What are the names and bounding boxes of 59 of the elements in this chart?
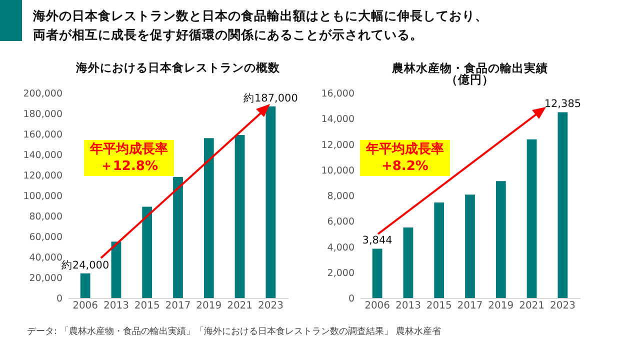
text: 海外の日本食レストラン数と日本の食品輸出額はともに大幅に伸長しており、両者が相互に成長を促す好循環の関係にあることが示されている。 [33, 7, 488, 44]
y-tick-label: 10,000 [321, 165, 354, 176]
annotation: 約24,000 [61, 259, 110, 272]
bar [111, 242, 122, 298]
x-tick-label: 2015 [134, 300, 160, 312]
y-tick-label: 80,000 [29, 212, 62, 222]
y-tick-label: 20,000 [29, 273, 62, 284]
y-tick-label: 140,000 [23, 150, 62, 161]
chart-title: 農林水産物・食品の輸出実績 [391, 61, 548, 75]
y-tick-label: 12,000 [321, 140, 354, 151]
bar [266, 106, 276, 298]
y-tick-label: 16,000 [321, 88, 354, 100]
bar [142, 206, 152, 298]
y-tick-label: 4,000 [327, 242, 354, 254]
y-tick-label: 160,000 [23, 130, 62, 140]
annotation: 約187,000 [243, 92, 298, 104]
chart-title: 海外における日本食レストランの概数 [75, 60, 281, 74]
x-tick-label: 2006 [364, 300, 390, 312]
y-tick-label: 6,000 [327, 216, 354, 228]
bar [80, 273, 90, 298]
bar [526, 139, 537, 298]
bar [434, 202, 444, 298]
y-tick-label: 14,000 [321, 114, 354, 126]
x-tick-label: 2017 [165, 300, 191, 312]
x-tick-label: 2013 [103, 300, 129, 312]
bar [496, 181, 506, 298]
bar [204, 138, 214, 298]
annotation: 年平均成長率＋12.8% [84, 140, 174, 176]
x-tick-label: 2015 [426, 300, 452, 312]
text: データ: 「農林水産物・食品の輸出実績」「海外における日本食レストラン数の調査結果」 農林水産省 [27, 326, 441, 338]
bar [465, 194, 475, 298]
y-tick-label: 200,000 [23, 88, 62, 100]
annotation: 3,844 [362, 234, 393, 247]
y-tick-label: 60,000 [29, 232, 62, 243]
bar [234, 135, 245, 298]
x-tick-label: 2021 [519, 300, 545, 312]
bar [558, 112, 568, 298]
y-tick-label: 0 [348, 294, 354, 304]
y-tick-label: 8,000 [327, 191, 354, 202]
x-tick-label: 2021 [227, 300, 253, 312]
x-tick-label: 2006 [72, 300, 98, 312]
bar [173, 177, 183, 298]
x-tick-label: 2013 [395, 300, 421, 312]
x-tick-label: 2019 [488, 300, 514, 312]
bar [372, 248, 382, 298]
x-tick-label: 2019 [196, 300, 222, 312]
y-tick-label: 180,000 [23, 109, 62, 120]
x-tick-label: 2023 [258, 300, 284, 312]
chart-subtitle: （億円） [446, 72, 494, 86]
y-tick-label: 100,000 [23, 191, 62, 202]
y-tick-label: 0 [56, 294, 62, 304]
x-tick-label: 2017 [457, 300, 483, 312]
annotation: 12,385 [544, 98, 582, 110]
bar [403, 228, 414, 298]
y-tick-label: 2,000 [327, 268, 354, 279]
y-tick-label: 40,000 [29, 252, 62, 264]
x-tick-label: 2023 [550, 300, 576, 312]
y-tick-label: 120,000 [23, 170, 62, 182]
annotation: 年平均成長率+8.2% [360, 140, 450, 176]
